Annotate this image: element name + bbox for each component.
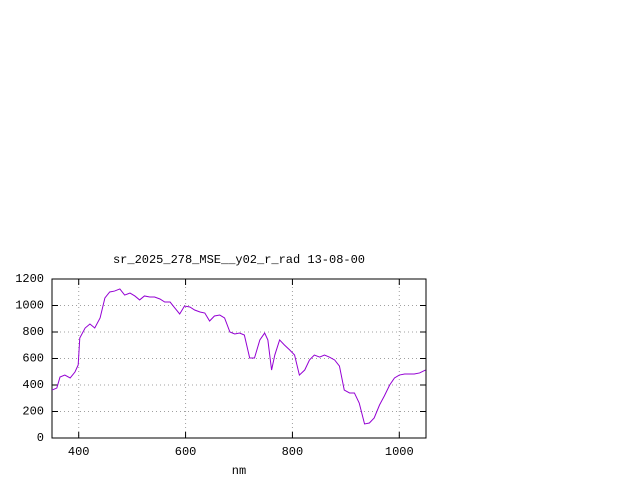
y-tick-label: 400 xyxy=(22,378,44,392)
y-tick-label: 1000 xyxy=(15,299,44,313)
x-tick-label: 1000 xyxy=(385,445,414,459)
data-line xyxy=(51,288,426,425)
y-tick-label: 200 xyxy=(22,405,44,419)
y-tick-label: 0 xyxy=(37,431,44,445)
y-tick-label: 600 xyxy=(22,352,44,366)
chart-title: sr_2025_278_MSE__y02_r_rad 13-08-00 xyxy=(113,253,365,267)
y-tick-label: 1200 xyxy=(15,272,44,286)
plot-frame xyxy=(51,278,427,439)
x-axis-label: nm xyxy=(232,464,246,478)
x-tick-label: 600 xyxy=(175,445,197,459)
x-tick-label: 800 xyxy=(282,445,304,459)
x-tick-label: 400 xyxy=(68,445,90,459)
y-tick-label: 800 xyxy=(22,325,44,339)
